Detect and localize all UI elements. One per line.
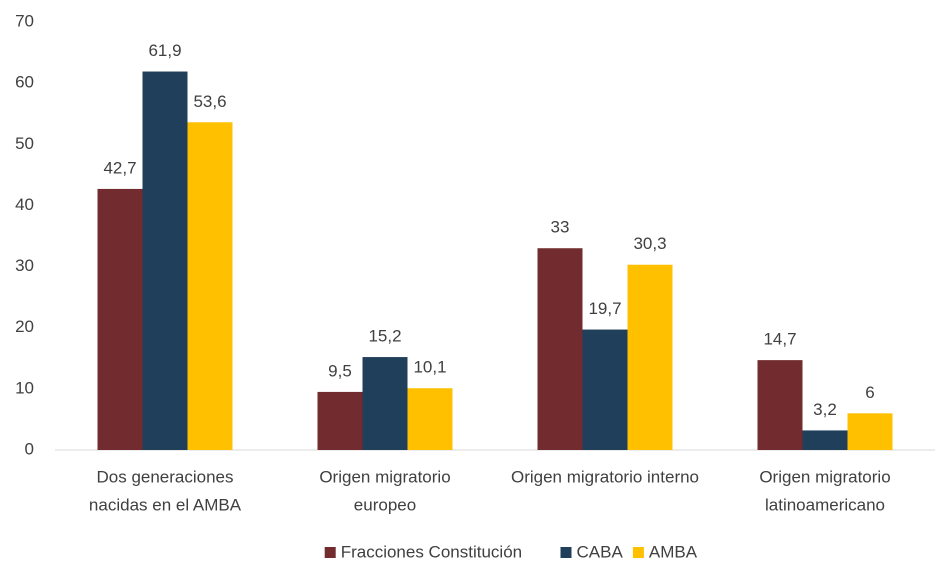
y-tick-label: 60 [15,73,34,92]
data-label: 15,2 [368,327,401,346]
y-tick-label: 30 [15,256,34,275]
bar [317,391,363,450]
x-tick-label: Origen migratorio [319,467,450,486]
bar [627,264,673,450]
legend-swatch [632,547,644,558]
legend-swatch [324,547,336,558]
bar [582,329,628,450]
x-tick-label: Origen migratorio interno [511,467,699,486]
y-tick-label: 0 [25,439,34,458]
legend-swatch [560,547,572,558]
x-tick-label: Dos generaciones [96,467,233,486]
data-label: 19,7 [588,299,621,318]
legend-label: Fracciones Constitución [341,542,522,561]
x-tick-label: europeo [354,495,416,514]
bar [187,122,233,450]
bar [97,188,143,451]
y-tick-label: 70 [15,11,34,30]
x-tick-label: Origen migratorio [759,467,890,486]
bar [802,430,848,450]
bar [537,248,583,450]
bar [847,413,893,450]
legend-label: AMBA [649,542,698,561]
y-tick-label: 20 [15,317,34,336]
y-tick-label: 40 [15,195,34,214]
data-label: 53,6 [193,92,226,111]
data-label: 33 [551,218,570,237]
data-label: 9,5 [328,361,352,380]
bar [757,360,803,450]
data-label: 61,9 [148,41,181,60]
data-label: 6 [865,383,874,402]
data-label: 14,7 [763,330,796,349]
x-tick-label: nacidas en el AMBA [89,495,242,514]
data-label: 10,1 [413,358,446,377]
y-tick-label: 50 [15,134,34,153]
x-tick-label: latinoamericano [765,495,885,514]
bar [142,71,188,451]
y-tick-label: 10 [15,378,34,397]
bar [362,357,408,450]
legend-label: CABA [577,542,624,561]
data-label: 42,7 [103,158,136,177]
data-label: 3,2 [813,400,837,419]
bar [407,388,453,450]
data-label: 30,3 [633,234,666,253]
